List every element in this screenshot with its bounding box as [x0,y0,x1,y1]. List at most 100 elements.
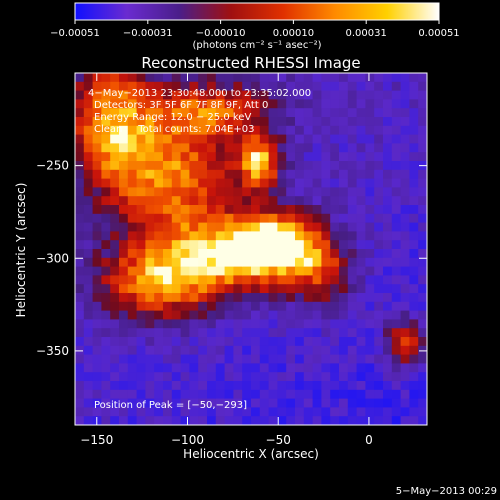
heatmap-cell [356,196,366,206]
heatmap-cell [171,381,181,391]
heatmap-cell [356,249,366,259]
heatmap-cell [347,143,357,153]
heatmap-cell [224,99,234,109]
heatmap-cell [215,178,225,188]
colorbar-tick-label: 0.00051 [418,28,459,39]
heatmap-cell [259,240,269,250]
heatmap-cell [251,187,261,197]
heatmap-cell [224,169,234,179]
heatmap-cell [224,416,234,425]
heatmap-cell [251,319,261,329]
heatmap-cell [268,178,278,188]
heatmap-cell [101,117,111,127]
heatmap-cell [268,416,278,425]
heatmap-cell [383,266,393,276]
heatmap-cell [215,205,225,215]
heatmap-cell [189,90,199,100]
heatmap-cell [374,222,384,232]
heatmap-cell [224,213,234,223]
heatmap-cell [83,354,93,364]
heatmap-cell [400,178,410,188]
heatmap-cell [83,152,93,162]
heatmap-cell [286,337,296,347]
heatmap-cell [180,205,190,215]
heatmap-cell [347,249,357,259]
heatmap-cell [418,205,427,215]
heatmap-cell [409,231,419,241]
heatmap-cell [145,310,155,320]
heatmap-cell [145,117,155,127]
heatmap-cell [198,407,208,417]
heatmap-cell [101,266,111,276]
heatmap-cell [189,310,199,320]
heatmap-cell [83,117,93,127]
heatmap-cell [365,345,375,355]
heatmap-cell [224,310,234,320]
heatmap-cell [374,328,384,338]
heatmap-cell [303,187,313,197]
heatmap-cell [110,108,120,118]
heatmap-cell [400,354,410,364]
heatmap-cell [233,293,243,303]
heatmap-cell [277,134,287,144]
heatmap-cell [154,284,164,294]
heatmap-cell [347,152,357,162]
heatmap-cell [330,275,340,285]
heatmap-cell [374,90,384,100]
heatmap-cell [83,213,93,223]
heatmap-cell [180,213,190,223]
heatmap-cell [321,108,331,118]
heatmap-cell [145,169,155,179]
heatmap-cell [383,213,393,223]
heatmap-cell [303,266,313,276]
heatmap-cell [259,275,269,285]
heatmap-cell [365,81,375,91]
heatmap-cell [347,319,357,329]
heatmap-cell [127,90,137,100]
heatmap-cell [92,178,102,188]
heatmap-cell [75,416,85,425]
heatmap-cell [286,319,296,329]
heatmap-cell [189,187,199,197]
heatmap-cell [286,108,296,118]
heatmap-cell [365,73,375,83]
heatmap-cell [312,301,322,311]
heatmap-cell [83,381,93,391]
heatmap-cell [101,152,111,162]
heatmap-cell [92,372,102,382]
heatmap-cell [127,275,137,285]
heatmap-cell [321,125,331,135]
heatmap-cell [163,73,173,83]
heatmap-cell [303,398,313,408]
heatmap-cell [339,73,349,83]
heatmap-cell [171,231,181,241]
heatmap-cell [312,108,322,118]
heatmap-cell [286,328,296,338]
heatmap-cell [119,301,129,311]
heatmap-cell [251,257,261,267]
heatmap-cell [189,372,199,382]
heatmap-cell [251,328,261,338]
heatmap-cell [224,205,234,215]
heatmap-cell [365,257,375,267]
heatmap-cell [400,73,410,83]
heatmap-cell [242,169,252,179]
heatmap-cell [330,187,340,197]
heatmap-cell [277,117,287,127]
heatmap-cell [330,222,340,232]
heatmap-cell [356,398,366,408]
heatmap-cell [136,187,146,197]
heatmap-cell [295,275,305,285]
heatmap-cell [374,117,384,127]
heatmap-cell [75,152,85,162]
heatmap-cell [163,90,173,100]
heatmap-cell [75,372,85,382]
heatmap-cell [189,143,199,153]
heatmap-cell [171,90,181,100]
heatmap-cell [75,275,85,285]
heatmap-cell [383,381,393,391]
heatmap-cell [75,143,85,153]
heatmap-cell [198,125,208,135]
heatmap-cell [110,178,120,188]
heatmap-cell [92,134,102,144]
